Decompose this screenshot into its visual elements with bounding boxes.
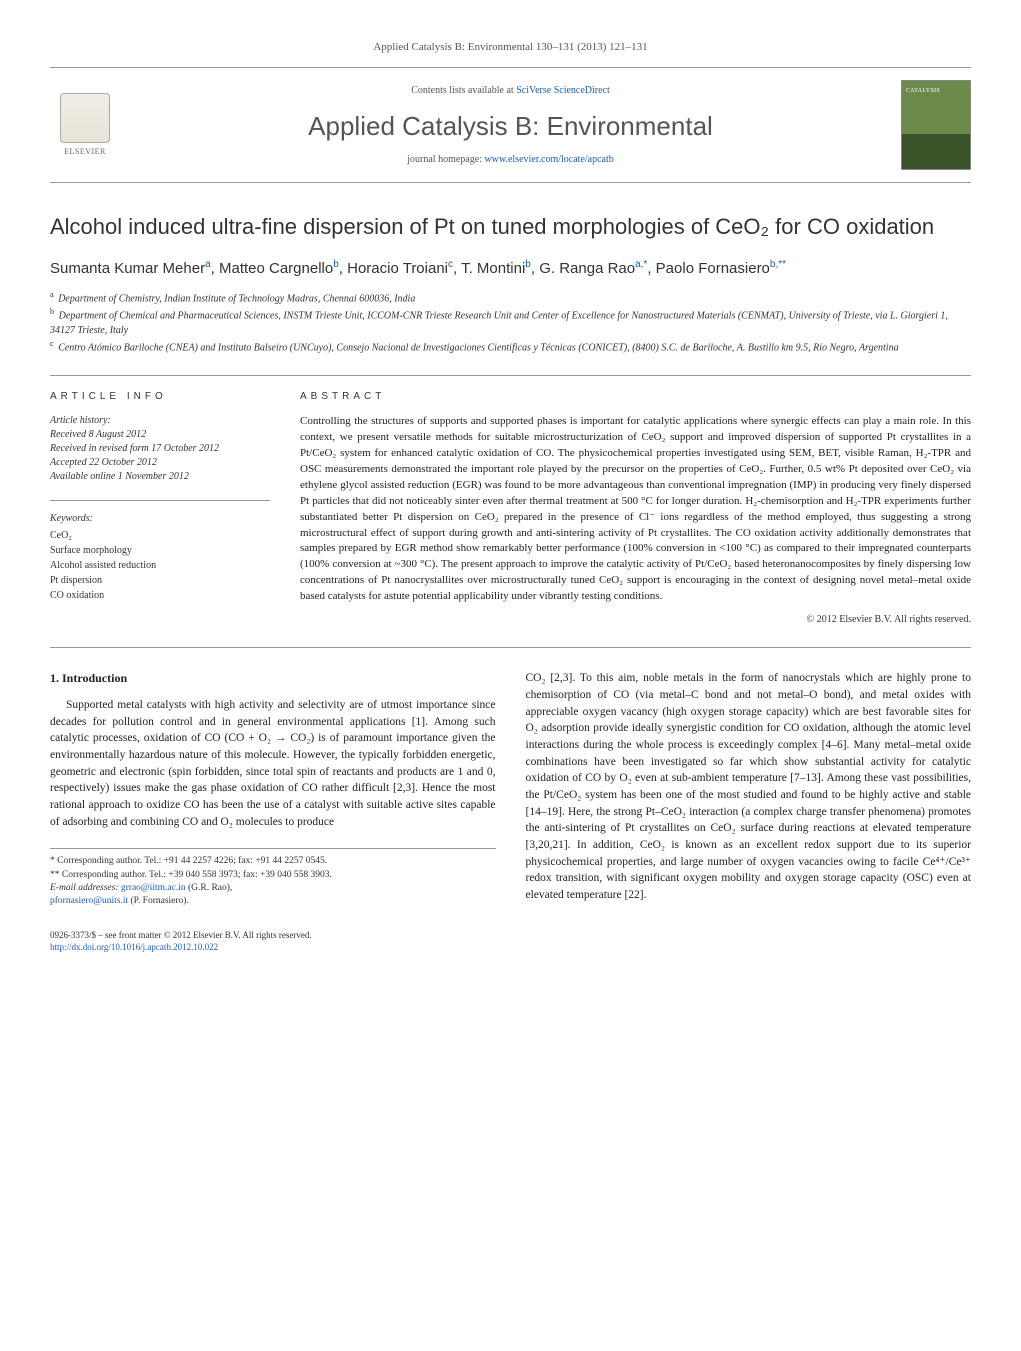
affiliation: c Centro Atómico Bariloche (CNEA) and In… xyxy=(50,338,971,355)
homepage-line: journal homepage: www.elsevier.com/locat… xyxy=(120,153,901,167)
running-header: Applied Catalysis B: Environmental 130–1… xyxy=(50,40,971,55)
divider xyxy=(50,647,971,648)
history-item: Received 8 August 2012 xyxy=(50,429,146,440)
journal-title: Applied Catalysis B: Environmental xyxy=(120,108,901,144)
body-paragraph: Supported metal catalysts with high acti… xyxy=(50,697,496,830)
author: Horacio Troianic xyxy=(347,260,453,277)
corresponding-author-2: ** Corresponding author. Tel.: +39 040 5… xyxy=(50,869,496,882)
elsevier-label: ELSEVIER xyxy=(64,146,106,157)
email-link-1[interactable]: grrao@iitm.ac.in xyxy=(121,883,186,893)
keyword: Alcohol assisted reduction xyxy=(50,560,156,571)
abstract-head: abstract xyxy=(300,390,971,404)
body-columns: 1. Introduction Supported metal catalyst… xyxy=(50,670,971,954)
section-1-title: 1. Introduction xyxy=(50,670,496,687)
sciencedirect-link[interactable]: SciVerse ScienceDirect xyxy=(516,85,610,96)
body-col-left: 1. Introduction Supported metal catalyst… xyxy=(50,670,496,954)
elsevier-logo: ELSEVIER xyxy=(50,85,120,165)
article-info-head: article info xyxy=(50,390,270,404)
history-item: Received in revised form 17 October 2012 xyxy=(50,443,219,454)
email-link-2[interactable]: pfornasiero@units.it xyxy=(50,896,128,906)
keywords-label: Keywords: xyxy=(50,511,270,526)
email-label: E-mail addresses: xyxy=(50,883,121,893)
affiliation: b Department of Chemical and Pharmaceuti… xyxy=(50,306,971,337)
history-label: Article history: xyxy=(50,415,111,426)
abstract-column: abstract Controlling the structures of s… xyxy=(300,390,971,627)
keyword: CeO₂ xyxy=(50,530,72,541)
keyword: Surface morphology xyxy=(50,545,132,556)
abstract-copyright: © 2012 Elsevier B.V. All rights reserved… xyxy=(300,613,971,627)
history-item: Available online 1 November 2012 xyxy=(50,471,189,482)
journal-cover-thumbnail xyxy=(901,80,971,170)
article-info-column: article info Article history: Received 8… xyxy=(50,390,270,627)
keyword: Pt dispersion xyxy=(50,575,102,586)
contents-available-line: Contents lists available at SciVerse Sci… xyxy=(120,84,901,98)
affiliation: a Department of Chemistry, Indian Instit… xyxy=(50,289,971,306)
contents-prefix: Contents lists available at xyxy=(411,85,516,96)
author: G. Ranga Raoa,* xyxy=(539,260,647,277)
corresponding-author-1: * Corresponding author. Tel.: +91 44 225… xyxy=(50,855,496,868)
keyword: CO oxidation xyxy=(50,590,104,601)
body-paragraph: CO₂ [2,3]. To this aim, noble metals in … xyxy=(526,670,972,903)
affiliations: a Department of Chemistry, Indian Instit… xyxy=(50,289,971,355)
email-name-2: (P. Fornasiero). xyxy=(128,896,189,906)
header-center: Contents lists available at SciVerse Sci… xyxy=(120,84,901,166)
journal-header-box: ELSEVIER Contents lists available at Sci… xyxy=(50,67,971,183)
article-title: Alcohol induced ultra-fine dispersion of… xyxy=(50,213,971,242)
email-line: E-mail addresses: grrao@iitm.ac.in (G.R.… xyxy=(50,882,496,909)
email-name-1: (G.R. Rao), xyxy=(186,883,233,893)
homepage-prefix: journal homepage: xyxy=(407,154,484,165)
footer-block: 0926-3373/$ – see front matter © 2012 El… xyxy=(50,929,496,954)
page-root: Applied Catalysis B: Environmental 130–1… xyxy=(0,0,1021,994)
footnotes: * Corresponding author. Tel.: +91 44 225… xyxy=(50,848,496,908)
author: Paolo Fornasierob,** xyxy=(656,260,786,277)
history-item: Accepted 22 October 2012 xyxy=(50,457,157,468)
elsevier-tree-icon xyxy=(60,93,110,143)
info-abstract-row: article info Article history: Received 8… xyxy=(50,390,971,627)
author: Sumanta Kumar Mehera xyxy=(50,260,211,277)
keywords-block: Keywords: CeO₂ Surface morphology Alcoho… xyxy=(50,511,270,603)
author-list: Sumanta Kumar Mehera, Matteo Cargnellob,… xyxy=(50,258,971,279)
homepage-link[interactable]: www.elsevier.com/locate/apcatb xyxy=(484,154,613,165)
article-history: Article history: Received 8 August 2012 … xyxy=(50,414,270,484)
abstract-text: Controlling the structures of supports a… xyxy=(300,414,971,605)
body-col-right: CO₂ [2,3]. To this aim, noble metals in … xyxy=(526,670,972,954)
author: Matteo Cargnellob xyxy=(219,260,339,277)
divider xyxy=(50,500,270,501)
author: T. Montinib xyxy=(461,260,531,277)
divider xyxy=(50,375,971,376)
doi-link[interactable]: http://dx.doi.org/10.1016/j.apcatb.2012.… xyxy=(50,942,218,952)
front-matter-line: 0926-3373/$ – see front matter © 2012 El… xyxy=(50,929,496,942)
